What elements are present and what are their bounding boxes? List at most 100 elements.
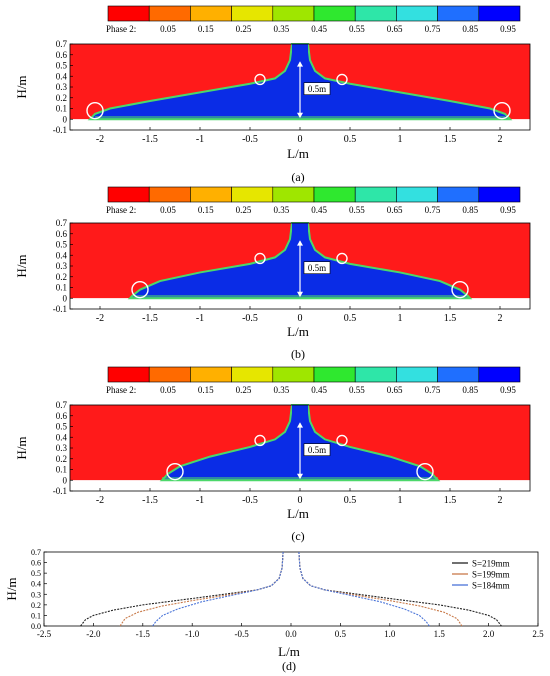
highlight-circle bbox=[131, 280, 149, 299]
colorbar-swatch bbox=[396, 5, 438, 22]
colorbar-swatch bbox=[313, 5, 356, 22]
colorbar-tick-label: 0.75 bbox=[425, 24, 441, 34]
colorbar-swatch bbox=[354, 5, 397, 22]
colorbar-label: Phase 2: bbox=[106, 24, 136, 34]
y-tick-label: 0.1 bbox=[31, 611, 41, 620]
y-tick-label: 0.5 bbox=[56, 422, 68, 432]
highlight-circle bbox=[416, 462, 434, 481]
panel-caption: (a) bbox=[291, 170, 304, 184]
x-tick-label: 2.5 bbox=[532, 629, 544, 639]
y-tick-label: 0.4 bbox=[56, 250, 68, 260]
annotation-box bbox=[303, 82, 331, 95]
annotation-box bbox=[303, 443, 331, 457]
colorbar-tick-label: 0.35 bbox=[273, 205, 289, 215]
series-line-left bbox=[119, 551, 284, 627]
colorbar-tick-label: 0.25 bbox=[236, 385, 252, 395]
series-line-right bbox=[298, 551, 430, 627]
y-tick-label: 0 bbox=[63, 293, 68, 303]
y-tick-label: -0.1 bbox=[53, 486, 67, 496]
x-tick-label: -0.5 bbox=[242, 495, 258, 506]
annotation-label: 0.5m bbox=[308, 263, 326, 273]
colorbar-swatch bbox=[190, 5, 232, 22]
floor-region bbox=[70, 480, 530, 491]
x-tick-label: -1 bbox=[196, 313, 204, 324]
colorbar-swatch bbox=[107, 366, 150, 383]
y-tick-label: 0.4 bbox=[56, 71, 68, 81]
panel-c: Phase 2: 0.05 0.15 0.25 0.35 0.45 0.55 0.65 0.75… bbox=[14, 366, 531, 543]
colorbar-swatch bbox=[148, 366, 191, 383]
x-tick-label: -1.5 bbox=[142, 495, 158, 506]
x-tick-label: -1 bbox=[196, 134, 204, 145]
x-tick-label: 1.0 bbox=[384, 629, 396, 639]
x-tick-label: -2 bbox=[96, 134, 104, 145]
x-tick-label: -0.5 bbox=[242, 313, 258, 324]
highlight-circle bbox=[336, 434, 348, 447]
x-tick-label: 1 bbox=[398, 495, 403, 506]
water-column bbox=[292, 405, 308, 422]
y-axis-label: H/m bbox=[14, 254, 29, 277]
colorbar-tick-label: 0.85 bbox=[462, 205, 478, 215]
legend-label: S=219mm bbox=[472, 559, 510, 569]
colorbar-tick-label: 0.55 bbox=[349, 24, 365, 34]
annotation-box bbox=[303, 261, 331, 275]
colorbar-swatch bbox=[148, 5, 191, 22]
y-tick-label: 0.7 bbox=[56, 218, 68, 228]
panel-caption: (c) bbox=[291, 529, 304, 543]
colorbar-tick-label: 0.05 bbox=[160, 24, 176, 34]
colorbar-swatch bbox=[190, 366, 232, 383]
x-tick-label: 0.0 bbox=[285, 629, 297, 639]
colorbar-tick-label: 0.65 bbox=[387, 24, 403, 34]
y-tick-label: 0.6 bbox=[56, 411, 68, 421]
x-tick-label: -2.5 bbox=[37, 629, 52, 639]
colorbar-swatch bbox=[272, 366, 315, 383]
x-tick-label: 1 bbox=[398, 134, 403, 145]
highlight-circle bbox=[86, 101, 104, 120]
colorbar-swatch bbox=[437, 186, 480, 203]
colorbar-swatch bbox=[354, 186, 397, 203]
y-tick-label: -0.1 bbox=[53, 125, 67, 135]
colorbar-tick-label: 0.95 bbox=[500, 24, 516, 34]
highlight-circle bbox=[254, 252, 266, 265]
x-tick-label: -2 bbox=[96, 495, 104, 506]
y-tick-label: 0.1 bbox=[56, 104, 67, 114]
colorbar-swatch bbox=[396, 366, 438, 383]
x-tick-label: 0.5 bbox=[344, 495, 357, 506]
y-tick-label: 0.3 bbox=[56, 82, 68, 92]
colorbar-tick-label: 0.25 bbox=[236, 24, 252, 34]
y-axis-label: H/m bbox=[4, 577, 19, 600]
y-axis-label: H/m bbox=[14, 75, 29, 98]
y-tick-label: 0.4 bbox=[56, 432, 68, 442]
colorbar-swatch bbox=[437, 366, 480, 383]
x-tick-label: 2 bbox=[498, 134, 503, 145]
x-tick-label: 0.5 bbox=[335, 629, 347, 639]
colorbar-swatch bbox=[272, 5, 315, 22]
colorbar-tick-label: 0.65 bbox=[387, 385, 403, 395]
x-axis-label: L/m bbox=[287, 506, 309, 521]
colorbar-tick-label: 0.75 bbox=[425, 385, 441, 395]
y-tick-label: 0.6 bbox=[31, 559, 41, 568]
y-tick-label: 0 bbox=[63, 114, 68, 124]
colorbar-swatch bbox=[354, 366, 397, 383]
x-tick-label: 2 bbox=[498, 495, 503, 506]
colorbar-swatch bbox=[313, 366, 356, 383]
water-column bbox=[292, 44, 308, 61]
x-tick-label: -0.5 bbox=[234, 629, 249, 639]
x-tick-label: -1.5 bbox=[142, 134, 158, 145]
arrow-head-up bbox=[297, 422, 303, 428]
y-tick-label: 0.7 bbox=[56, 39, 68, 49]
panel-b: Phase 2: 0.05 0.15 0.25 0.35 0.45 0.55 0.65 0.75… bbox=[14, 186, 531, 361]
x-axis-label: L/m bbox=[278, 644, 300, 659]
x-tick-label: 0 bbox=[298, 495, 303, 506]
colorbar-swatch bbox=[478, 5, 521, 22]
x-tick-label: -1.5 bbox=[142, 313, 158, 324]
colorbar-swatch bbox=[437, 5, 480, 22]
y-tick-label: -0.1 bbox=[53, 304, 67, 314]
y-tick-label: 0.3 bbox=[56, 443, 68, 453]
y-tick-label: 0 bbox=[63, 475, 68, 485]
colorbar-tick-label: 0.05 bbox=[160, 385, 176, 395]
series-line-right bbox=[298, 551, 502, 627]
legend-label: S=184mm bbox=[472, 581, 510, 591]
x-tick-label: 2.0 bbox=[483, 629, 495, 639]
colorbar-tick-label: 0.15 bbox=[198, 385, 214, 395]
